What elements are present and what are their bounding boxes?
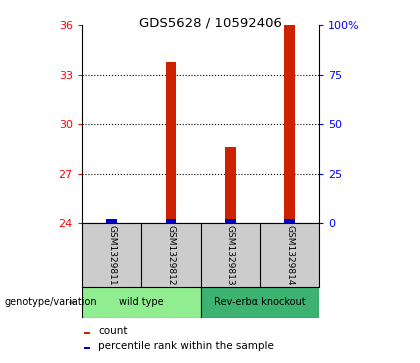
Text: count: count [98, 326, 127, 336]
Bar [84, 347, 90, 349]
Text: genotype/variation: genotype/variation [4, 297, 97, 307]
Text: Rev-erbα knockout: Rev-erbα knockout [214, 297, 306, 307]
Bar [225, 147, 236, 223]
Text: GDS5628 / 10592406: GDS5628 / 10592406 [139, 16, 281, 29]
Bar [284, 25, 295, 223]
Text: GSM1329814: GSM1329814 [285, 225, 294, 285]
Bar [106, 219, 117, 223]
Bar [84, 333, 90, 334]
Bar [201, 287, 319, 318]
Bar [225, 219, 236, 223]
Text: wild type: wild type [119, 297, 163, 307]
Bar [165, 62, 176, 223]
Text: GSM1329811: GSM1329811 [107, 225, 116, 285]
Text: GSM1329812: GSM1329812 [166, 225, 176, 285]
Bar [82, 287, 201, 318]
Text: GSM1329813: GSM1329813 [226, 225, 235, 285]
Bar [165, 219, 176, 223]
Text: percentile rank within the sample: percentile rank within the sample [98, 341, 274, 351]
Bar [284, 219, 295, 223]
Bar [106, 220, 117, 223]
